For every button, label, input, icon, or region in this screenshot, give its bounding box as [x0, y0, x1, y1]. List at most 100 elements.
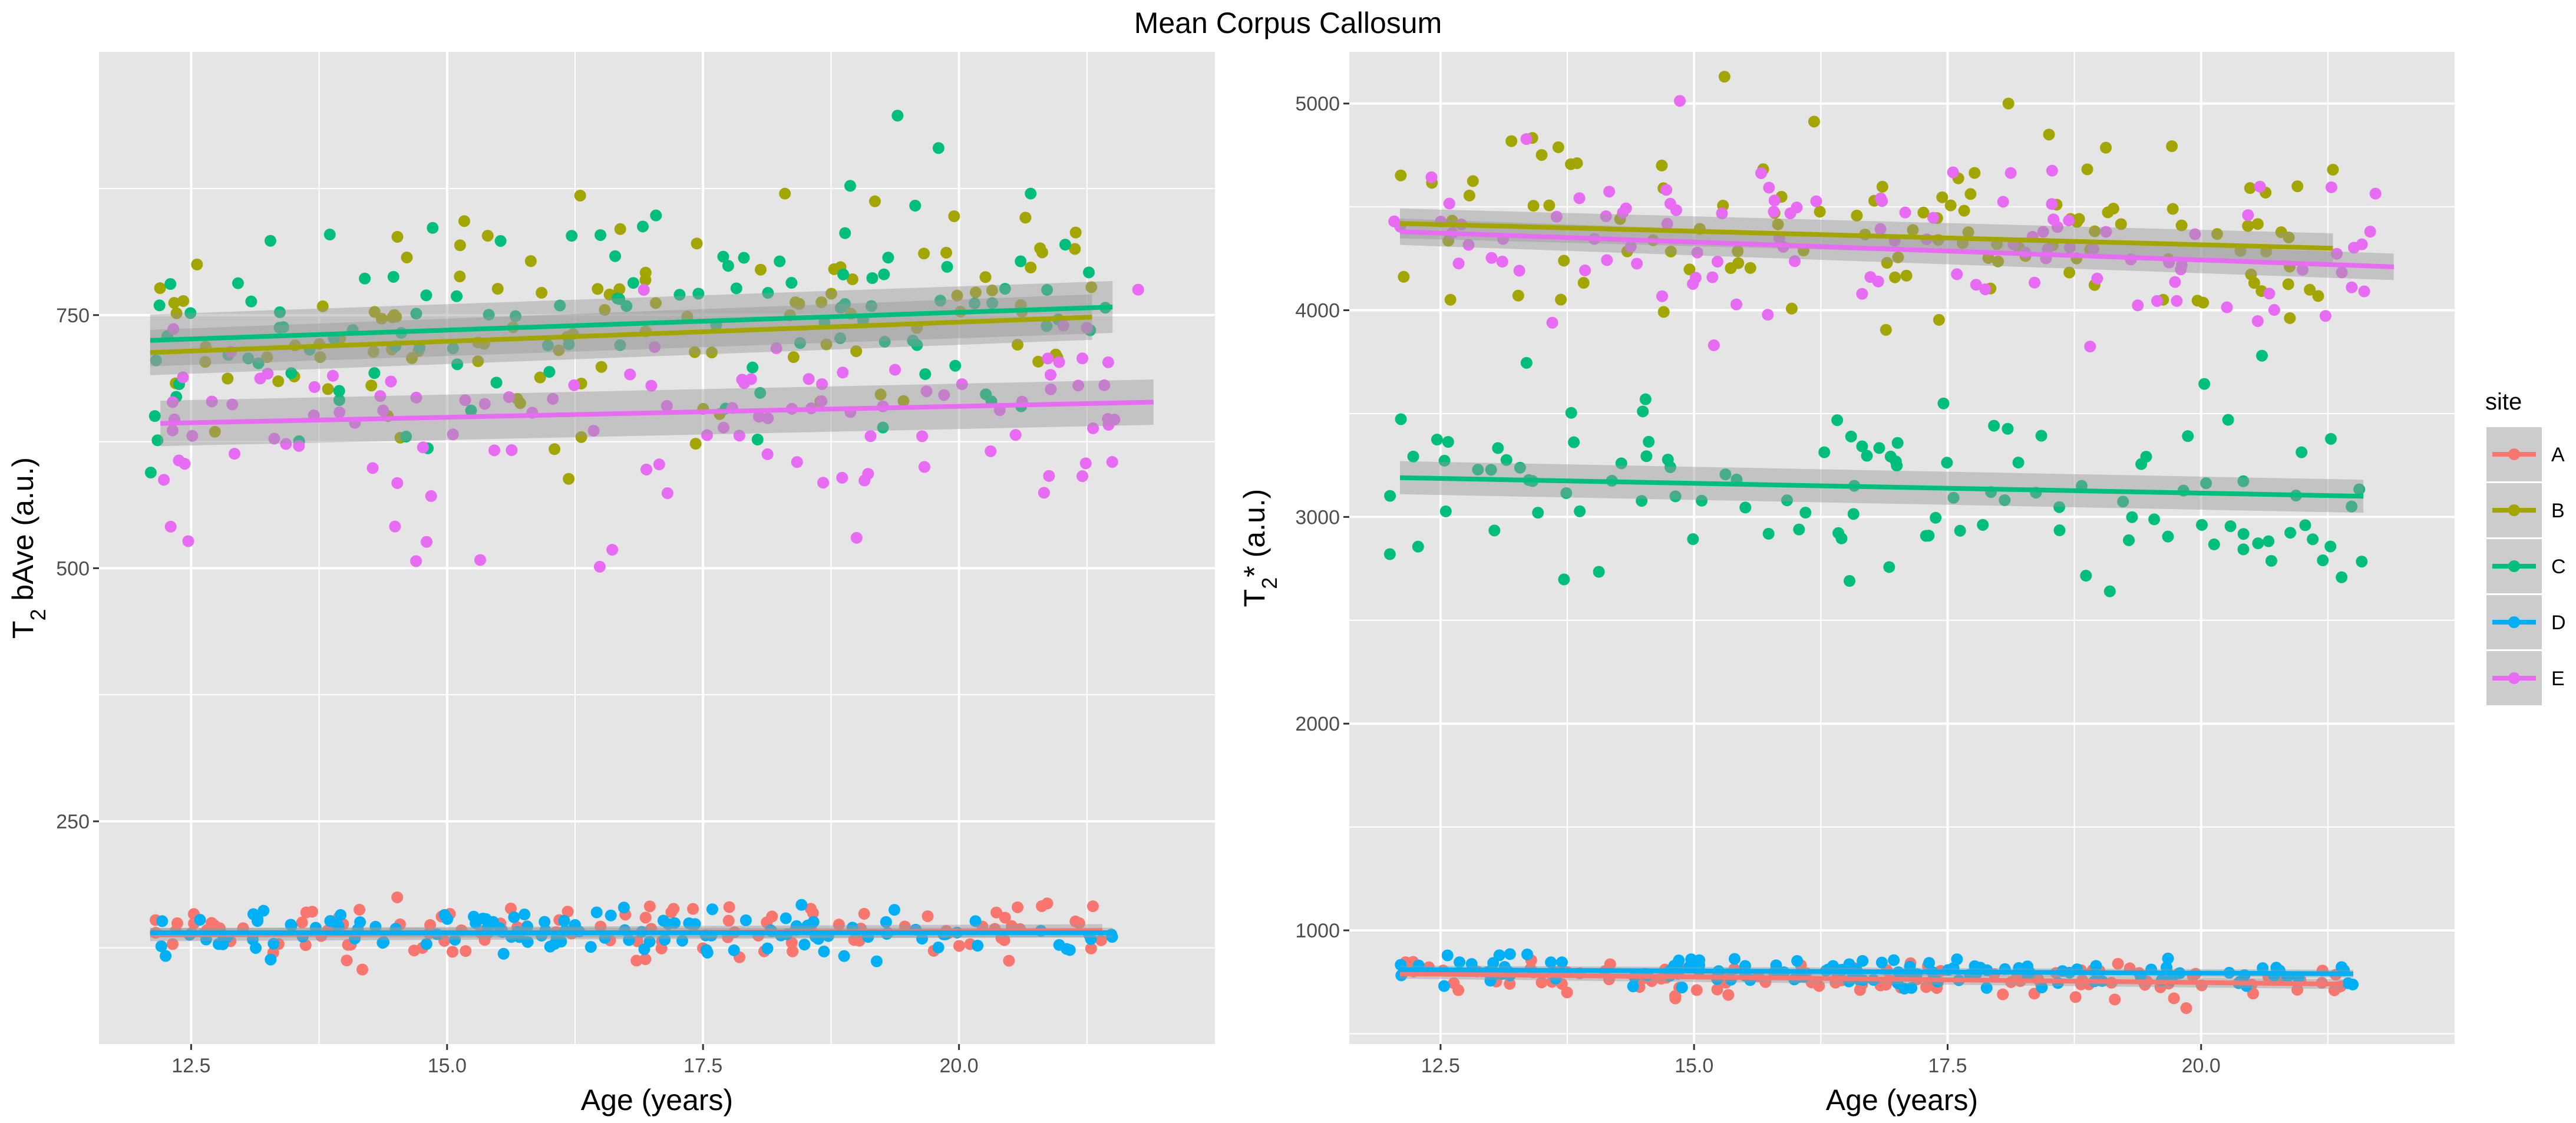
point-E: [1768, 206, 1780, 218]
point-C: [148, 410, 161, 422]
point-E: [2051, 221, 2063, 233]
point-B: [549, 443, 561, 455]
point-A: [1041, 897, 1053, 910]
point-D: [1791, 954, 1804, 967]
point-E: [2091, 272, 2103, 285]
point-C: [451, 358, 464, 371]
point-E: [718, 421, 730, 434]
point-C: [1947, 491, 1960, 504]
point-E: [837, 366, 849, 379]
point-D: [420, 938, 432, 950]
point-C: [1937, 397, 1950, 409]
point-D: [739, 914, 752, 926]
point-C: [2255, 349, 2268, 362]
point-E: [417, 441, 429, 454]
point-B: [948, 210, 960, 223]
point-E: [920, 385, 933, 398]
point-A: [1069, 915, 1082, 927]
point-D: [250, 942, 262, 954]
point-B: [322, 383, 334, 395]
point-C: [1954, 524, 1966, 537]
point-C: [1560, 487, 1573, 499]
point-E: [1102, 356, 1114, 368]
point-C: [543, 366, 556, 378]
point-E: [761, 448, 774, 460]
point-B: [969, 286, 982, 299]
point-B: [1958, 204, 1970, 217]
point-E: [293, 440, 305, 452]
point-C: [554, 299, 566, 312]
point-C: [839, 298, 851, 311]
point-A: [1003, 954, 1015, 967]
point-D: [2036, 981, 2048, 993]
legend-item-D: D: [2486, 595, 2566, 649]
point-B: [1527, 200, 1540, 212]
point-B: [1069, 243, 1081, 255]
point-C: [2182, 430, 2194, 442]
point-B: [2167, 203, 2179, 215]
point-C: [919, 368, 932, 380]
point-B: [1962, 226, 1974, 239]
point-E: [2084, 341, 2096, 353]
point-B: [1463, 189, 1475, 202]
point-E: [1045, 383, 1057, 395]
point-A: [424, 919, 437, 931]
point-C: [323, 229, 336, 241]
point-E: [1462, 239, 1475, 251]
point-E: [1810, 195, 1822, 207]
point-B: [1900, 269, 1913, 282]
point-D: [916, 933, 928, 945]
point-A: [1880, 979, 1892, 991]
point-B: [1467, 175, 1479, 187]
point-A: [1504, 977, 1516, 990]
point-E: [918, 461, 930, 473]
point-B: [2089, 225, 2101, 237]
point-B: [1964, 188, 1977, 200]
point-C: [1439, 505, 1452, 517]
point-D: [1454, 956, 1466, 969]
point-C: [451, 290, 463, 302]
point-A: [643, 900, 656, 913]
point-B: [1982, 252, 1994, 264]
point-B: [2043, 128, 2055, 141]
point-B: [1881, 257, 1893, 269]
point-C: [273, 306, 286, 318]
x-axis-title: Age (years): [1826, 1084, 1978, 1117]
point-C: [1472, 464, 1484, 476]
point-E: [850, 531, 863, 544]
point-C: [2195, 518, 2208, 531]
point-B: [1814, 206, 1826, 218]
point-E: [459, 394, 471, 407]
fit-line-C: [1399, 475, 2364, 499]
y-tick-label: 4000: [1295, 300, 1340, 322]
point-E: [1057, 319, 1069, 332]
point-B: [2327, 163, 2339, 176]
point-A: [306, 906, 318, 918]
point-B: [689, 346, 701, 358]
point-E: [167, 323, 180, 335]
point-B: [1069, 226, 1082, 239]
point-C: [1845, 430, 1857, 442]
point-A: [354, 903, 366, 916]
point-B: [2245, 268, 2257, 280]
point-B: [191, 258, 203, 270]
point-E: [228, 448, 240, 460]
point-B: [365, 379, 378, 392]
point-B: [599, 303, 611, 316]
y-axis-title: T2 bAve (a.u.): [6, 457, 50, 639]
point-D: [285, 919, 297, 931]
point-C: [2237, 543, 2250, 556]
point-E: [1044, 369, 1056, 381]
point-C: [245, 295, 257, 308]
point-B: [1851, 209, 1863, 222]
point-D: [1980, 982, 1993, 994]
fit-line-D: [1400, 967, 2353, 976]
point-C: [232, 277, 244, 289]
point-C: [2103, 585, 2116, 597]
point-C: [866, 272, 879, 285]
point-D: [1770, 959, 1782, 972]
point-C: [1999, 494, 2011, 506]
point-B: [1785, 302, 1798, 315]
point-B: [261, 351, 273, 364]
point-E: [2336, 266, 2348, 279]
